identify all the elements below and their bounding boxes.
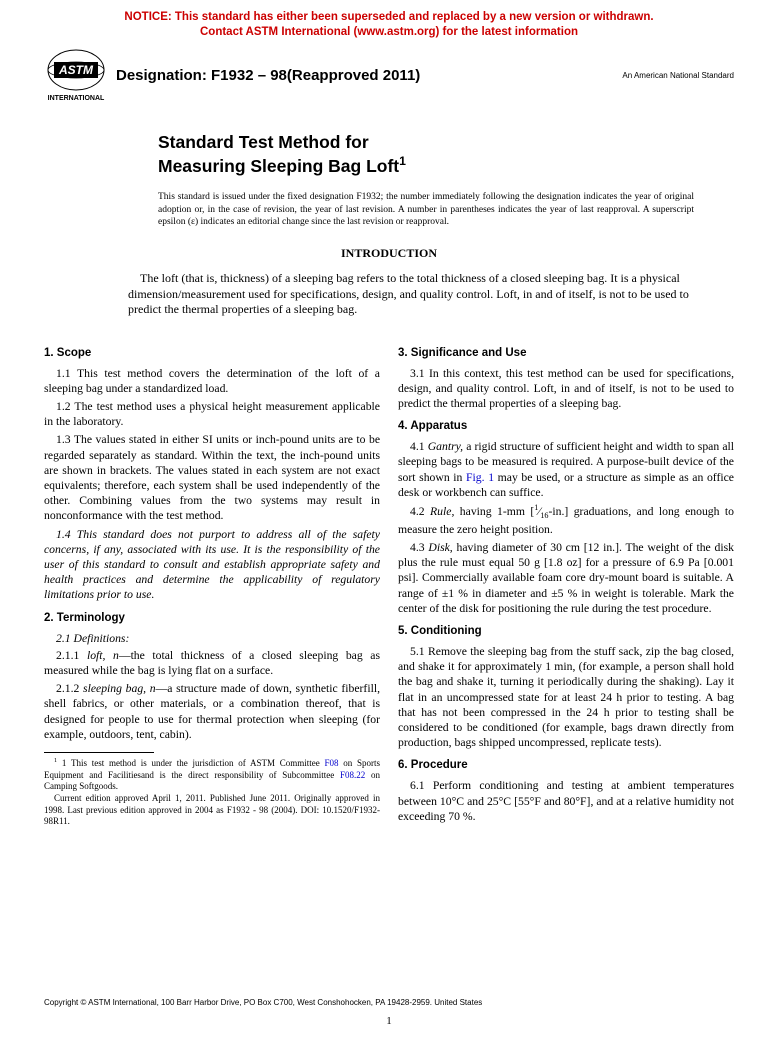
body-columns: 1. Scope 1.1 This test method covers the… bbox=[44, 338, 734, 828]
notice-line1: NOTICE: This standard has either been su… bbox=[124, 11, 653, 23]
title-line2: Measuring Sleeping Bag Loft bbox=[158, 156, 399, 176]
document-title: Standard Test Method for Measuring Sleep… bbox=[158, 132, 778, 178]
designation-text: Designation: F1932 – 98(Reapproved 2011) bbox=[116, 67, 622, 84]
scope-p2: 1.2 The test method uses a physical heig… bbox=[44, 399, 380, 429]
def-loft: 2.1.1 loft, n—the total thickness of a c… bbox=[44, 648, 380, 678]
footnote-2: Current edition approved April 1, 2011. … bbox=[44, 793, 380, 828]
footnote-1: 1 1 This test method is under the jurisd… bbox=[44, 757, 380, 793]
svg-text:ASTM: ASTM bbox=[58, 63, 94, 77]
link-f0822[interactable]: F08.22 bbox=[340, 770, 365, 780]
apparatus-p1: 4.1 Gantry, a rigid structure of suffici… bbox=[398, 439, 734, 500]
header-row: ASTM INTERNATIONAL Designation: F1932 – … bbox=[0, 40, 778, 104]
link-f08[interactable]: F08 bbox=[324, 758, 338, 768]
footnote-pre: 1 This test method is under the jurisdic… bbox=[62, 758, 325, 768]
astm-logo: ASTM INTERNATIONAL bbox=[44, 48, 108, 104]
apparatus-heading: 4. Apparatus bbox=[398, 419, 734, 434]
procedure-heading: 6. Procedure bbox=[398, 758, 734, 773]
title-line1: Standard Test Method for bbox=[158, 132, 369, 152]
notice-banner: NOTICE: This standard has either been su… bbox=[0, 0, 778, 40]
def-sleeping-bag: 2.1.2 sleeping bag, n—a structure made o… bbox=[44, 681, 380, 742]
scope-p1: 1.1 This test method covers the determin… bbox=[44, 366, 380, 396]
title-sup: 1 bbox=[399, 154, 406, 168]
definitions-label: 2.1 Definitions: bbox=[44, 631, 380, 646]
svg-text:INTERNATIONAL: INTERNATIONAL bbox=[48, 95, 105, 102]
significance-heading: 3. Significance and Use bbox=[398, 346, 734, 361]
page-number: 1 bbox=[0, 1015, 778, 1027]
left-column: 1. Scope 1.1 This test method covers the… bbox=[44, 338, 380, 828]
conditioning-heading: 5. Conditioning bbox=[398, 624, 734, 639]
notice-line2: Contact ASTM International (www.astm.org… bbox=[200, 26, 578, 38]
procedure-p1: 6.1 Perform conditioning and testing at … bbox=[398, 778, 734, 824]
ans-label: An American National Standard bbox=[622, 71, 734, 80]
copyright-text: Copyright © ASTM International, 100 Barr… bbox=[44, 998, 482, 1007]
conditioning-p1: 5.1 Remove the sleeping bag from the stu… bbox=[398, 644, 734, 750]
apparatus-p3: 4.3 Disk, having diameter of 30 cm [12 i… bbox=[398, 540, 734, 616]
scope-p4: 1.4 This standard does not purport to ad… bbox=[44, 527, 380, 603]
significance-p1: 3.1 In this context, this test method ca… bbox=[398, 366, 734, 412]
intro-text: The loft (that is, thickness) of a sleep… bbox=[128, 271, 690, 318]
terminology-heading: 2. Terminology bbox=[44, 611, 380, 626]
scope-heading: 1. Scope bbox=[44, 346, 380, 361]
scope-p3: 1.3 The values stated in either SI units… bbox=[44, 432, 380, 523]
intro-heading: INTRODUCTION bbox=[0, 246, 778, 261]
issued-note: This standard is issued under the fixed … bbox=[158, 191, 694, 227]
apparatus-p2: 4.2 Rule, having 1-mm [1⁄16-in.] graduat… bbox=[398, 503, 734, 537]
right-column: 3. Significance and Use 3.1 In this cont… bbox=[398, 338, 734, 828]
footnote-rule bbox=[44, 752, 154, 753]
link-fig1[interactable]: Fig. 1 bbox=[466, 471, 494, 484]
